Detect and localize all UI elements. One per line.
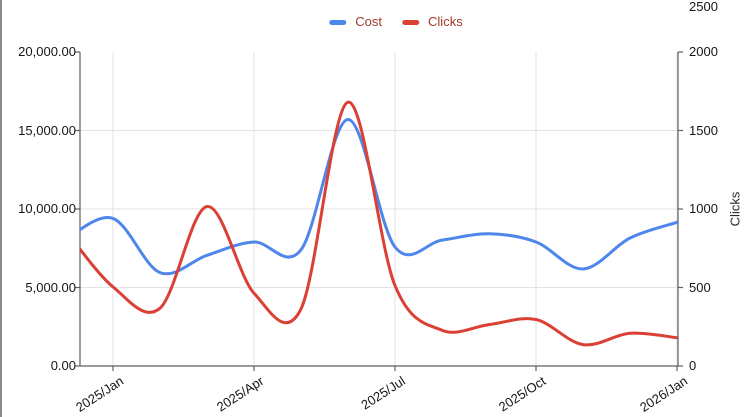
right-axis-tick-label: 0: [689, 358, 697, 373]
right-axis-title: Clicks: [727, 191, 743, 227]
right-axis-tick-label: 1500: [689, 122, 718, 138]
left-axis-tick-label: 15,000.00: [18, 122, 76, 138]
legend-label-cost: Cost: [355, 14, 383, 29]
left-axis-tick-label: 20,000.00: [18, 44, 76, 59]
right-axis-tick-label: 500: [689, 279, 711, 295]
left-axis-tick-label: 0.00: [50, 358, 76, 373]
legend-label-clicks: Clicks: [428, 14, 463, 29]
legend-item-cost[interactable]: Cost: [329, 15, 382, 29]
legend-item-clicks[interactable]: Clicks: [402, 15, 463, 29]
cost-line: [80, 117, 678, 276]
clicks-line: [80, 100, 678, 347]
screenshot-left-border: [0, 0, 2, 417]
right-axis-tick-label: 1000: [689, 201, 718, 216]
left-axis-tick-label: 5,000.00: [25, 279, 76, 295]
cost-series-swatch-icon: [329, 19, 347, 25]
right-axis-tick-label: 2500: [689, 0, 718, 14]
clicks-series-swatch-icon: [402, 19, 420, 25]
right-axis-tick-label: 2000: [689, 44, 718, 59]
left-axis-tick-label: 10,000.00: [18, 201, 76, 216]
chart-legend: Cost Clicks: [329, 15, 463, 29]
